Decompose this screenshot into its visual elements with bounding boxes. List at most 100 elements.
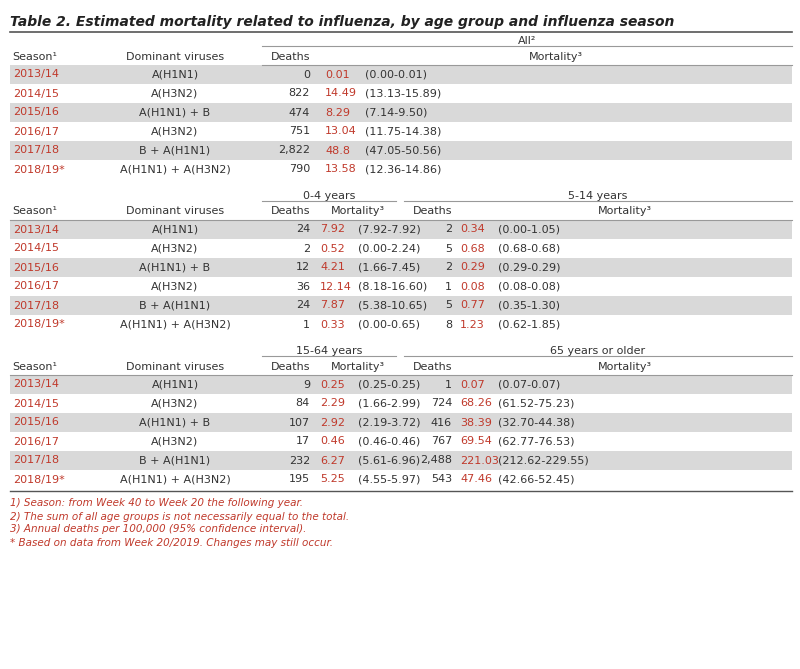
Text: 8.29: 8.29 <box>325 108 350 118</box>
Text: 38.39: 38.39 <box>460 417 492 427</box>
Text: Dominant viruses: Dominant viruses <box>126 207 224 217</box>
Bar <box>10 394 792 413</box>
Text: 2.92: 2.92 <box>320 417 345 427</box>
Text: (0.62-1.85): (0.62-1.85) <box>498 320 560 330</box>
Text: 0.08: 0.08 <box>460 282 485 292</box>
Text: (0.46-0.46): (0.46-0.46) <box>358 436 420 446</box>
Text: (0.00-1.05): (0.00-1.05) <box>498 225 560 235</box>
Text: 2,488: 2,488 <box>420 456 452 466</box>
Text: (2.19-3.72): (2.19-3.72) <box>358 417 421 427</box>
Text: 14.49: 14.49 <box>325 88 357 98</box>
Bar <box>10 160 792 179</box>
Text: 24: 24 <box>296 300 310 310</box>
Text: 2015/16: 2015/16 <box>13 417 59 427</box>
Text: 232: 232 <box>289 456 310 466</box>
Text: A(H1N1): A(H1N1) <box>151 379 198 389</box>
Text: A(H3N2): A(H3N2) <box>151 436 198 446</box>
Text: 790: 790 <box>289 165 310 175</box>
Text: 0.29: 0.29 <box>460 262 485 272</box>
Text: 2018/19*: 2018/19* <box>13 165 65 175</box>
Text: Deaths: Deaths <box>413 207 452 217</box>
Text: 2016/17: 2016/17 <box>13 282 59 292</box>
Bar <box>10 103 792 122</box>
Text: (0.35-1.30): (0.35-1.30) <box>498 300 560 310</box>
Text: Dominant viruses: Dominant viruses <box>126 52 224 62</box>
Text: * Based on data from Week 20/2019. Changes may still occur.: * Based on data from Week 20/2019. Chang… <box>10 537 333 547</box>
Text: 24: 24 <box>296 225 310 235</box>
Text: 68.26: 68.26 <box>460 399 492 409</box>
Text: (0.29-0.29): (0.29-0.29) <box>498 262 561 272</box>
Text: Mortality³: Mortality³ <box>598 361 652 371</box>
Text: 0.77: 0.77 <box>460 300 485 310</box>
Text: 2013/14: 2013/14 <box>13 225 59 235</box>
Text: 724: 724 <box>430 399 452 409</box>
Text: 767: 767 <box>430 436 452 446</box>
Text: 474: 474 <box>289 108 310 118</box>
Text: B + A(H1N1): B + A(H1N1) <box>139 145 210 155</box>
Text: (0.68-0.68): (0.68-0.68) <box>498 244 560 254</box>
Text: 2) The sum of all age groups is not necessarily equal to the total.: 2) The sum of all age groups is not nece… <box>10 512 349 522</box>
Text: 2018/19*: 2018/19* <box>13 474 65 484</box>
Text: 0.33: 0.33 <box>320 320 345 330</box>
Text: (42.66-52.45): (42.66-52.45) <box>498 474 574 484</box>
Text: A(H3N2): A(H3N2) <box>151 244 198 254</box>
Bar <box>10 470 792 489</box>
Text: (61.52-75.23): (61.52-75.23) <box>498 399 574 409</box>
Bar <box>10 84 792 103</box>
Bar <box>10 277 792 296</box>
Text: 1.23: 1.23 <box>460 320 485 330</box>
Text: Table 2. Estimated mortality related to influenza, by age group and influenza se: Table 2. Estimated mortality related to … <box>10 15 674 29</box>
Text: 0.25: 0.25 <box>320 379 345 389</box>
Text: (5.38-10.65): (5.38-10.65) <box>358 300 427 310</box>
Text: 2018/19*: 2018/19* <box>13 320 65 330</box>
Text: Deaths: Deaths <box>270 361 310 371</box>
Text: 12: 12 <box>296 262 310 272</box>
Bar <box>10 65 792 84</box>
Text: (8.18-16.60): (8.18-16.60) <box>358 282 427 292</box>
Text: Deaths: Deaths <box>270 207 310 217</box>
Text: 2: 2 <box>445 262 452 272</box>
Text: 0-4 years: 0-4 years <box>303 191 355 201</box>
Text: 2017/18: 2017/18 <box>13 145 59 155</box>
Text: 5-14 years: 5-14 years <box>568 191 628 201</box>
Text: 195: 195 <box>289 474 310 484</box>
Text: 3) Annual deaths per 100,000 (95% confidence interval).: 3) Annual deaths per 100,000 (95% confid… <box>10 524 306 535</box>
Text: 15-64 years: 15-64 years <box>296 346 362 356</box>
Text: Mortality³: Mortality³ <box>598 207 652 217</box>
Text: Mortality³: Mortality³ <box>529 52 583 62</box>
Bar <box>10 315 792 334</box>
Text: (1.66-7.45): (1.66-7.45) <box>358 262 420 272</box>
Text: 1: 1 <box>445 282 452 292</box>
Text: 7.87: 7.87 <box>320 300 345 310</box>
Text: 2015/16: 2015/16 <box>13 108 59 118</box>
Text: 1: 1 <box>303 320 310 330</box>
Text: A(H1N1) + A(H3N2): A(H1N1) + A(H3N2) <box>120 165 230 175</box>
Text: A(H1N1): A(H1N1) <box>151 225 198 235</box>
Text: (12.36-14.86): (12.36-14.86) <box>365 165 442 175</box>
Text: 48.8: 48.8 <box>325 145 350 155</box>
Text: A(H1N1) + B: A(H1N1) + B <box>139 108 210 118</box>
Bar <box>10 258 792 277</box>
Text: 1: 1 <box>445 379 452 389</box>
Text: 2013/14: 2013/14 <box>13 70 59 80</box>
Text: Mortality³: Mortality³ <box>331 361 385 371</box>
Text: (7.92-7.92): (7.92-7.92) <box>358 225 421 235</box>
Text: (4.55-5.97): (4.55-5.97) <box>358 474 420 484</box>
Text: 2014/15: 2014/15 <box>13 244 59 254</box>
Text: (1.66-2.99): (1.66-2.99) <box>358 399 420 409</box>
Text: 751: 751 <box>289 126 310 136</box>
Text: (32.70-44.38): (32.70-44.38) <box>498 417 574 427</box>
Text: 13.04: 13.04 <box>325 126 357 136</box>
Text: A(H3N2): A(H3N2) <box>151 126 198 136</box>
Bar <box>10 220 792 239</box>
Text: B + A(H1N1): B + A(H1N1) <box>139 300 210 310</box>
Text: 17: 17 <box>296 436 310 446</box>
Text: Season¹: Season¹ <box>12 207 57 217</box>
Text: 12.14: 12.14 <box>320 282 352 292</box>
Text: A(H1N1) + A(H3N2): A(H1N1) + A(H3N2) <box>120 474 230 484</box>
Text: 2017/18: 2017/18 <box>13 300 59 310</box>
Text: A(H1N1) + B: A(H1N1) + B <box>139 262 210 272</box>
Text: 2,822: 2,822 <box>278 145 310 155</box>
Text: A(H3N2): A(H3N2) <box>151 88 198 98</box>
Text: 543: 543 <box>431 474 452 484</box>
